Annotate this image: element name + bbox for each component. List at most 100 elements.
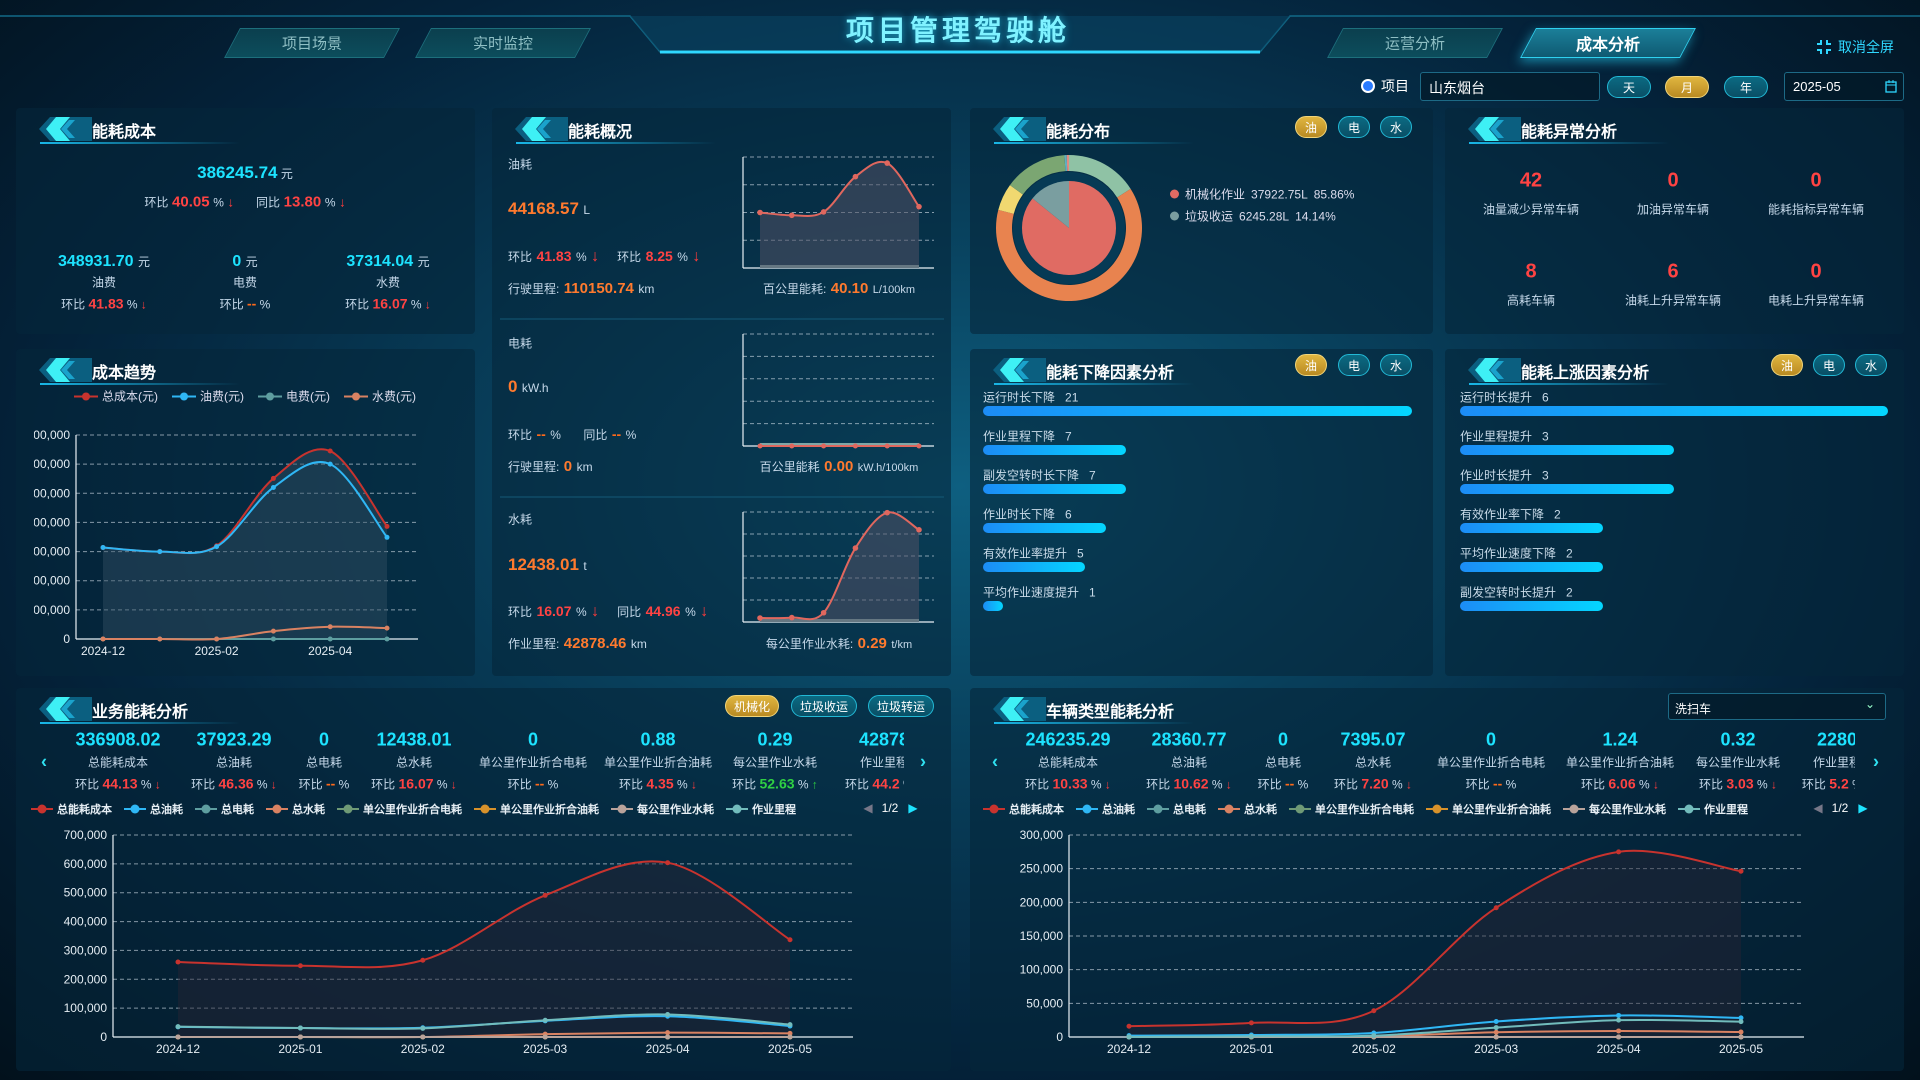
anomaly-count[interactable]: 6 [1667,260,1679,283]
arrow-down-icon: ↓ [700,603,709,620]
period-day-button[interactable]: 天 [1607,76,1651,98]
anomaly-count[interactable]: 0 [1667,169,1679,192]
factor-bar[interactable] [983,601,1004,611]
metric-mom: 环比 -- % [507,775,559,792]
metric-value: 0 [1277,729,1289,750]
panel-decline-factors: 能耗下降因素分析 [970,349,1433,676]
tab-realtime-monitor-label[interactable]: 实时监控 [472,35,534,53]
factor-bar[interactable] [983,406,1412,416]
business-type-toggle[interactable]: 垃圾转运 [867,695,935,717]
metric-value: 0.29 [757,729,793,750]
chevron-down-icon: ⌄ [1864,697,1875,711]
legend-item[interactable]: 油费(元) [172,388,244,405]
legend-item[interactable]: 总电耗 [1147,800,1206,818]
carousel-next-icon[interactable]: › [1873,751,1879,772]
legend-item[interactable]: 总成本(元) [74,388,158,405]
factor-bar[interactable] [1460,601,1603,611]
factor-bar[interactable] [1460,523,1603,533]
energy-type-toggle[interactable]: 油 [1295,354,1327,376]
legend-item[interactable]: 电费(元) [258,388,330,405]
legend-item[interactable]: 单公里作业折合油耗 [474,800,599,818]
tab-project-scene-label[interactable]: 项目场景 [281,35,343,53]
legend-item[interactable]: 总能耗成本 [983,800,1064,818]
legend-item[interactable]: 总水耗 [266,800,325,818]
business-type-toggle[interactable]: 垃圾收运 [790,695,858,717]
legend-item[interactable]: 单公里作业折合电耗 [1289,800,1414,818]
factor-bar[interactable] [1460,406,1888,416]
metric-label: 单公里作业折合电耗 [1436,755,1546,770]
exit-fullscreen-icon [1817,40,1831,54]
energy-type-toggle[interactable]: 水 [1380,116,1412,138]
legend-item[interactable]: 总电耗 [195,800,254,818]
tab-cost-analysis-label[interactable]: 成本分析 [1575,37,1641,54]
date-picker[interactable]: 2025-05 [1784,72,1904,101]
legend-marker-icon [983,804,1005,814]
metric-label: 总电耗 [305,755,343,770]
metric-mom: 环比 3.03 % ↓ [1699,775,1777,792]
factor-bar[interactable] [983,445,1126,455]
energy-type-toggle[interactable]: 油 [1771,354,1803,376]
legend-item[interactable]: 总油耗 [1076,800,1135,818]
legend-prev-page-icon[interactable]: ◀ [1813,801,1823,815]
energy-type-toggle[interactable]: 水 [1855,354,1887,376]
legend-item[interactable]: 水费(元) [344,388,416,405]
period-month-button[interactable]: 月 [1665,76,1709,98]
arrow-down-icon: ↓ [140,297,147,312]
legend-item[interactable]: 作业里程 [1678,800,1748,818]
legend-item[interactable]: 总能耗成本 [31,800,112,818]
legend-dot-icon [1170,189,1179,199]
legend-item[interactable]: 作业里程 [726,800,796,818]
energy-type-toggle[interactable]: 水 [1380,354,1412,376]
legend-next-page-icon[interactable]: ▶ [1858,801,1868,815]
factor-bar[interactable] [983,562,1086,572]
factor-bar[interactable] [1460,562,1603,572]
factor-bar[interactable] [983,484,1126,494]
panel-chevron-icon [1468,358,1521,382]
legend-item[interactable]: 单公里作业折合油耗 [1426,800,1551,818]
carousel-prev-icon[interactable]: ‹ [992,751,998,772]
energy-type-toggle[interactable]: 电 [1813,354,1845,376]
tab-operations-analysis-label[interactable]: 运营分析 [1384,35,1446,53]
energy-type-toggle[interactable]: 油 [1295,116,1327,138]
legend-item[interactable]: 单公里作业折合电耗 [337,800,462,818]
carousel-next-icon[interactable]: › [920,751,926,772]
exit-fullscreen-button[interactable]: 取消全屏 [1816,37,1894,57]
factor-bar[interactable] [1460,445,1674,455]
legend-marker-icon [195,804,217,814]
business-type-toggle[interactable]: 机械化 [724,695,780,717]
overview-block-stats: 环比 16.07 % ↓ 同比 44.96 % ↓ [508,603,726,621]
legend-item[interactable]: 每公里作业水耗 [611,800,714,818]
project-input[interactable]: 山东烟台 [1420,72,1600,101]
panel-title: 业务能耗分析 [92,704,189,721]
metric-value: 336908.02 [75,729,161,750]
panel-chevron-icon [39,697,92,721]
calendar-icon[interactable] [1885,80,1897,93]
anomaly-count[interactable]: 8 [1525,260,1537,283]
legend-item[interactable]: 总油耗 [124,800,183,818]
scope-radio[interactable] [1361,79,1375,93]
metric-value: 0 [318,729,330,750]
carousel-prev-icon[interactable]: ‹ [41,751,47,772]
legend-next-page-icon[interactable]: ▶ [908,801,918,815]
energy-type-toggle[interactable]: 电 [1338,354,1370,376]
metric-value: 0 [527,729,539,750]
metric-label: 作业里程 [1812,755,1855,770]
legend-prev-page-icon[interactable]: ◀ [863,801,873,815]
panel-title: 能耗成本 [92,124,157,141]
energy-type-toggle[interactable]: 电 [1338,116,1370,138]
metric-mom: 环比 6.06 % ↓ [1581,775,1659,792]
anomaly-count[interactable]: 0 [1810,260,1822,283]
legend-item[interactable]: 总水耗 [1218,800,1277,818]
period-year-button[interactable]: 年 [1724,76,1768,98]
header-frame [0,15,1920,54]
factor-bar[interactable] [983,523,1106,533]
cost-item-label: 电费 [232,275,258,290]
cost-item-label: 水费 [375,275,401,290]
factor-bar[interactable] [1460,484,1674,494]
anomaly-count[interactable]: 42 [1519,169,1543,192]
vehicle-type-select[interactable]: 洗扫车 ⌄ [1668,693,1886,720]
legend-item[interactable]: 每公里作业水耗 [1563,800,1666,818]
metric-value: 246235.29 [1025,729,1111,750]
metric-label: 总水耗 [1354,755,1392,770]
anomaly-count[interactable]: 0 [1810,169,1822,192]
